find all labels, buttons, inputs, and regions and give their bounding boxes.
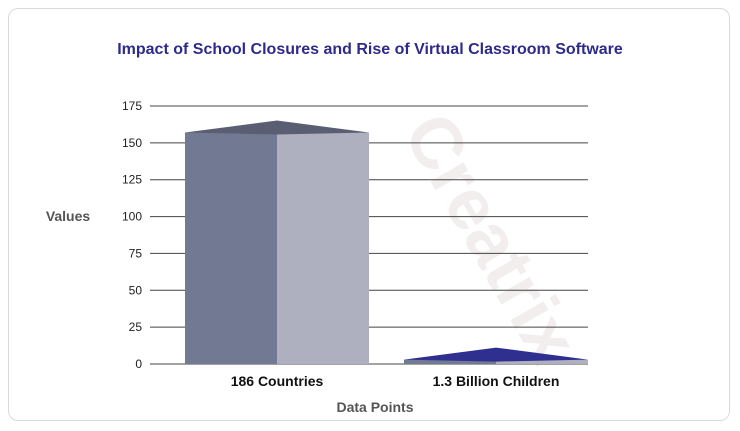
y-tick-label: 100	[122, 210, 142, 224]
bar-side-face	[496, 359, 588, 364]
bar	[404, 347, 588, 364]
y-tick-label: 125	[122, 173, 142, 187]
x-axis-title: Data Points	[336, 399, 413, 415]
bar-front-face	[185, 132, 277, 364]
chart-title: Impact of School Closures and Rise of Vi…	[117, 41, 623, 58]
y-tick-label: 150	[122, 136, 142, 150]
bar	[185, 120, 369, 364]
watermark: Creatrix	[388, 100, 593, 376]
bar-top-face	[185, 120, 369, 135]
y-tick-label: 25	[129, 320, 143, 334]
y-tick-label: 175	[122, 99, 142, 113]
y-tick-label: 50	[129, 283, 143, 297]
y-tick-label: 0	[135, 357, 142, 371]
bar-top-face	[404, 347, 588, 362]
x-tick-label: 1.3 Billion Children	[433, 373, 560, 389]
bar-front-face	[404, 359, 496, 364]
bar-side-face	[277, 132, 369, 364]
y-axis-title: Values	[46, 208, 91, 224]
y-tick-label: 75	[129, 246, 143, 260]
x-tick-label: 186 Countries	[231, 373, 324, 389]
